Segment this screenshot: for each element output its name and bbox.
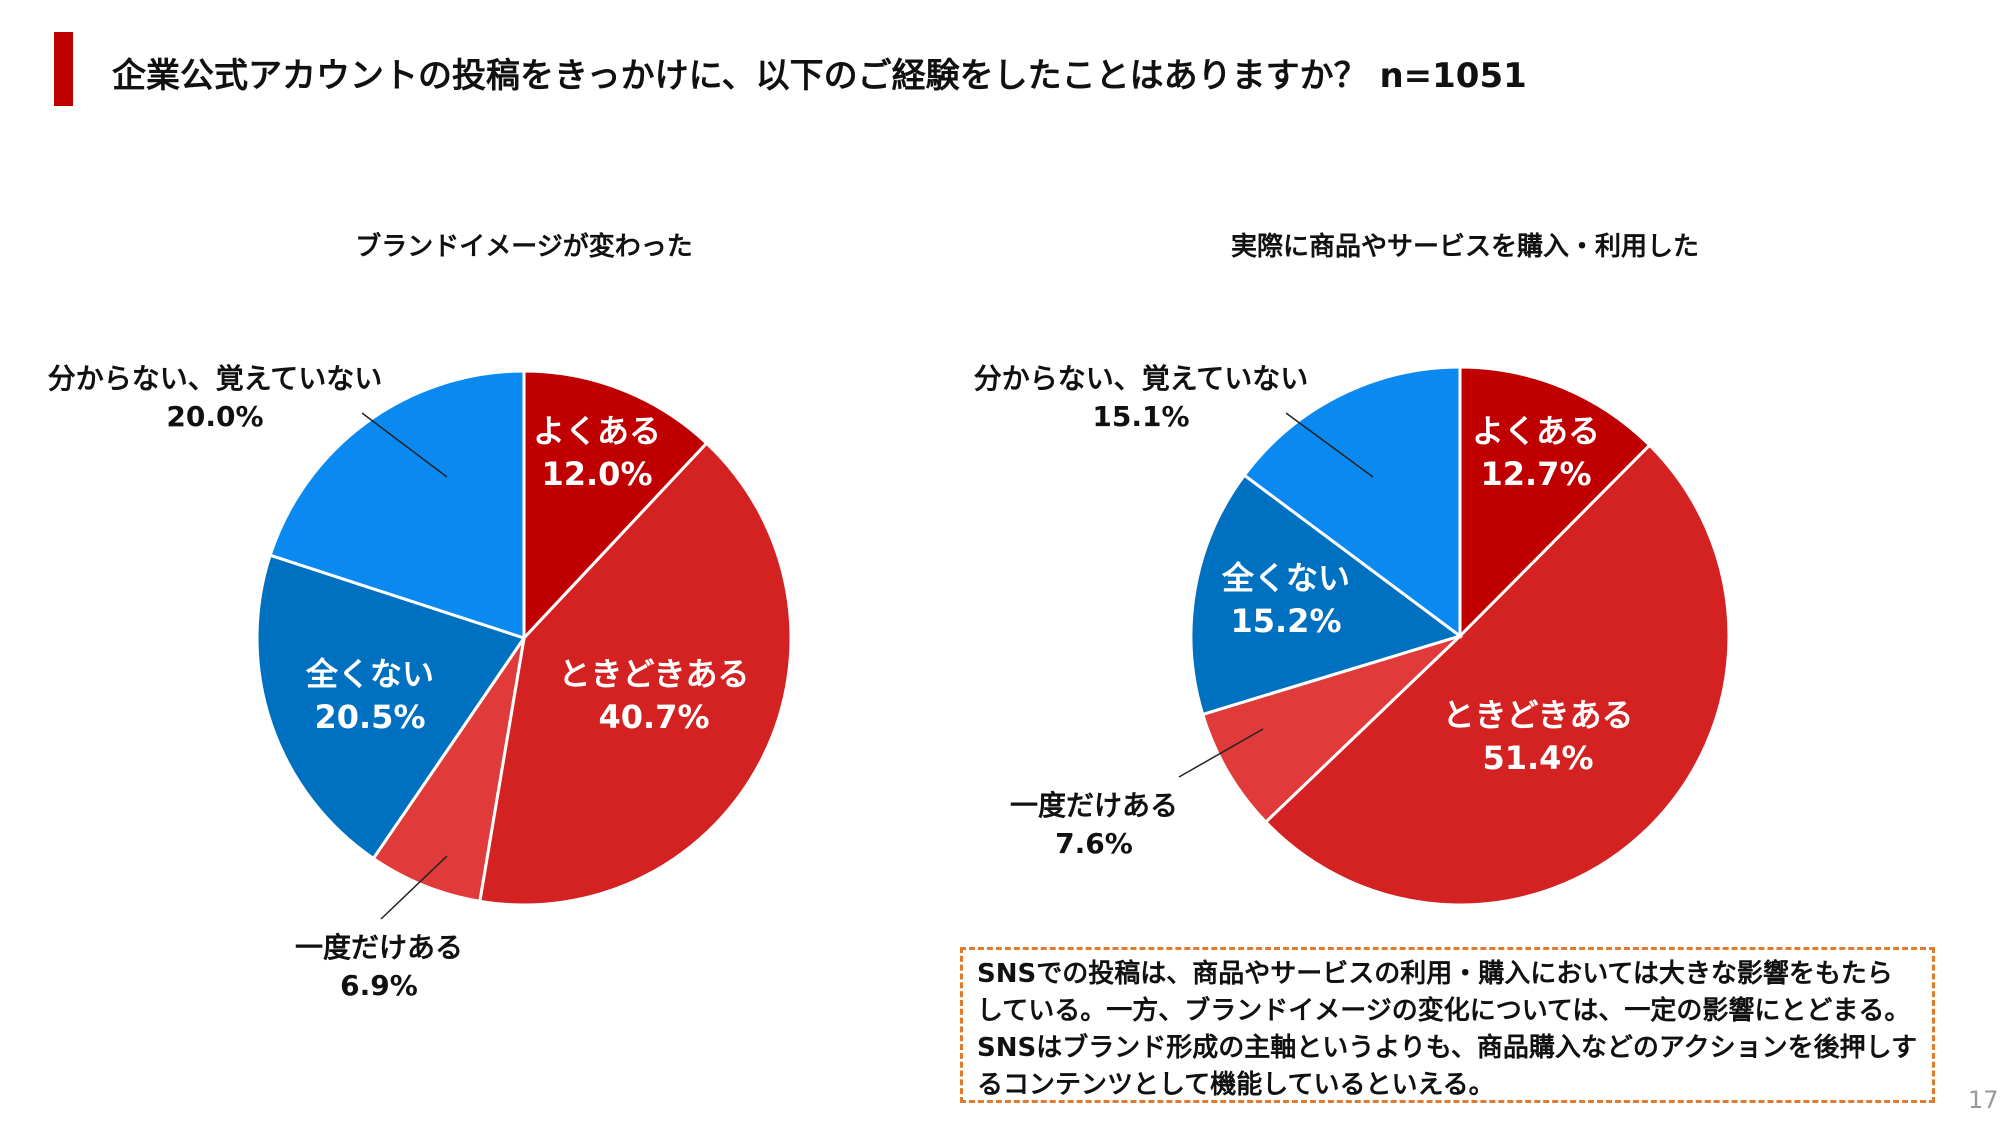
label-unknown: 分からない、覚えていない 20.0% <box>47 362 383 433</box>
label-sometimes: ときどきある 51.4% <box>1442 695 1634 777</box>
chart-title-purchase: 実際に商品やサービスを購入・利用した <box>1230 232 1700 262</box>
label-once: 一度だけある 7.6% <box>1009 789 1179 860</box>
label-once: 一度だけある 6.9% <box>294 931 464 1002</box>
pie-slice-once <box>371 637 526 904</box>
leader-line <box>361 412 448 478</box>
label-often: よくある 12.7% <box>1471 411 1601 493</box>
pie-slice-often <box>1458 365 1652 640</box>
pie-slice-once <box>1200 634 1462 825</box>
label-sometimes: ときどきある 40.7% <box>558 654 750 736</box>
title-accent-bar <box>54 32 73 106</box>
label-often: よくある 12.0% <box>532 411 662 493</box>
pie-slice-often <box>522 369 709 642</box>
pie-slice-sometimes <box>1263 443 1731 907</box>
pie-slice-sometimes <box>478 441 793 907</box>
leader-line <box>1285 412 1374 478</box>
page-title: 企業公式アカウントの投稿をきっかけに、以下のご経験をしたことはありますか？ n=… <box>112 56 1527 96</box>
label-never: 全くない 20.5% <box>305 654 435 736</box>
summary-note: SNSでの投稿は、商品やサービスの利用・購入においては大きな影響をもたらしている… <box>960 947 1935 1103</box>
pie-slice-never <box>1189 473 1464 717</box>
page-number: 17 <box>1968 1086 1999 1114</box>
leader-line <box>1178 728 1264 778</box>
label-unknown: 分からない、覚えていない 15.1% <box>973 362 1309 433</box>
pie-slice-unknown <box>268 369 526 641</box>
chart-title-brand-image: ブランドイメージが変わった <box>355 232 693 262</box>
pie-slice-never <box>255 553 527 861</box>
leader-line <box>380 855 448 920</box>
label-never: 全くない 15.2% <box>1221 558 1351 640</box>
pie-slice-unknown <box>1242 365 1462 639</box>
